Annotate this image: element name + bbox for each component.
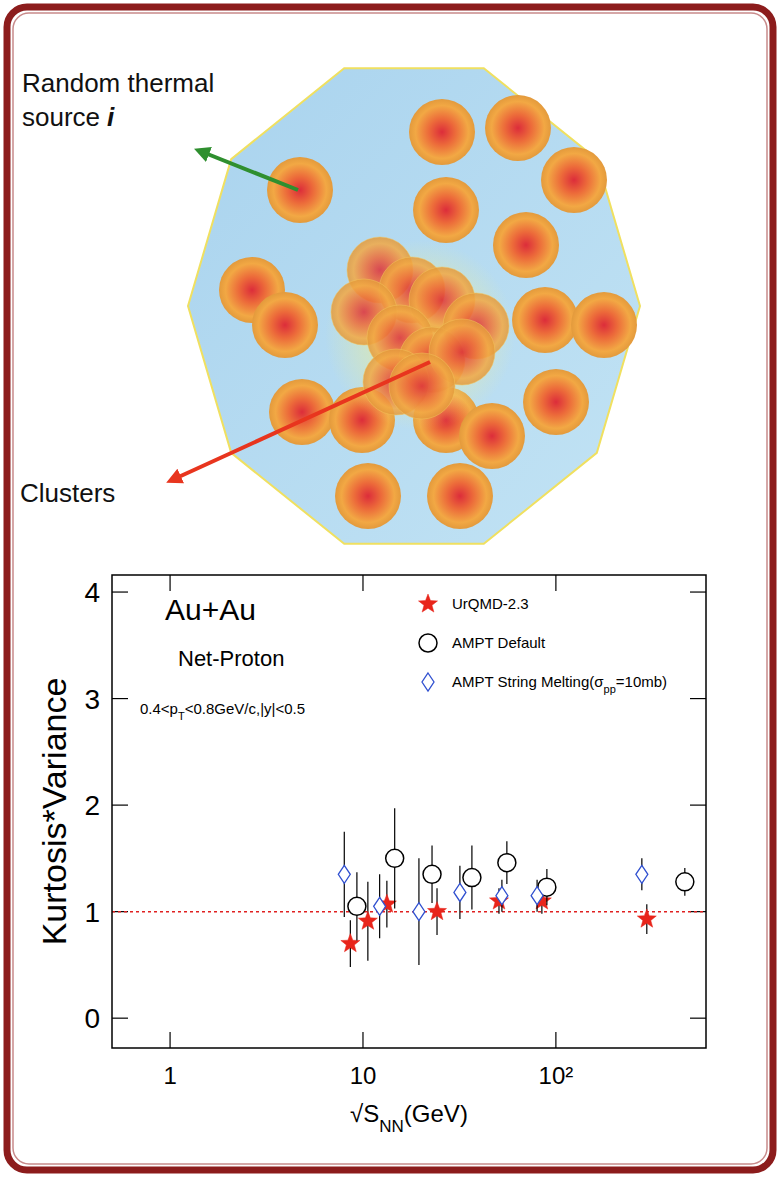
data-layer (338, 808, 694, 967)
y-tick-label: 2 (84, 790, 100, 821)
thermal-source (485, 95, 551, 161)
y-tick-label: 3 (84, 684, 100, 715)
x-tick-label: 1 (163, 1062, 176, 1089)
data-point (338, 865, 350, 883)
y-tick-label: 4 (84, 577, 100, 608)
y-tick (112, 1018, 128, 1019)
legend-label: AMPT Default (452, 634, 546, 651)
source-label: sourcei (22, 102, 115, 132)
x-tick-label: 10 (350, 1062, 377, 1089)
x-tick-top (362, 575, 363, 591)
chart-title: Au+Au (165, 593, 256, 626)
y-tick (112, 591, 128, 592)
collision-region (188, 68, 640, 544)
y-tick-right (690, 591, 706, 592)
source-index: i (107, 102, 115, 132)
thermal-source (523, 369, 589, 435)
y-axis-title: Kurtosis*Variance (35, 678, 73, 946)
y-tick (112, 805, 128, 806)
thermal-source (427, 463, 493, 529)
data-point (428, 902, 447, 920)
page: Random thermal sourcei Clusters 1 10 10² 0 1 2 3 4… (0, 0, 780, 1177)
data-point (498, 854, 516, 872)
series (341, 881, 656, 967)
label-part: =10mb) (616, 673, 667, 690)
label-part: AMPT String Melting(σ (452, 673, 604, 690)
thermal-source (413, 177, 479, 243)
thermal-source (335, 463, 401, 529)
thermal-source (409, 99, 475, 165)
x-tick (169, 1032, 170, 1048)
source-label-word: source (22, 102, 100, 132)
legend-marker (422, 673, 434, 691)
source-label: Random thermal (22, 68, 214, 98)
cluster-arrow (172, 362, 430, 480)
legend-marker (418, 594, 437, 612)
annotation: 0.4<pT<0.8GeV/c,|y|<0.5 (140, 700, 305, 722)
thermal-source (252, 292, 318, 358)
diagram: Random thermal sourcei Clusters (20, 68, 640, 544)
data-point (423, 865, 441, 883)
chart: 1 10 10² 0 1 2 3 4 Kurtosis*Variance √SNN(GeV) Au+… (35, 575, 706, 1136)
y-tick-right (690, 698, 706, 699)
x-tick-top (555, 575, 556, 591)
data-point (386, 849, 404, 867)
data-point (413, 903, 425, 921)
thermal-source (267, 157, 333, 223)
label-subscript: NN (379, 1117, 404, 1136)
legend: UrQMD-2.3 AMPT Default AMPT String Melting… (418, 594, 667, 695)
data-point (636, 865, 648, 883)
y-tick-label: 0 (84, 1003, 100, 1034)
y-tick-label: 1 (84, 897, 100, 928)
inner-frame (13, 13, 767, 1164)
data-point (374, 897, 386, 915)
thermal-source (493, 212, 559, 278)
x-tick (362, 1032, 363, 1048)
outer-frame (7, 7, 773, 1170)
x-tick-label: 10² (539, 1062, 574, 1089)
legend-marker (419, 634, 437, 652)
legend-label: UrQMD-2.3 (452, 595, 529, 612)
y-tick (112, 698, 128, 699)
series (338, 832, 648, 965)
series (348, 808, 694, 940)
y-tick-right (690, 911, 706, 912)
plot-frame (112, 575, 706, 1048)
cluster-source (389, 353, 455, 419)
data-point (531, 887, 543, 905)
legend-label: AMPT String Melting(σpp=10mb) (452, 673, 667, 695)
y-tick-right (690, 805, 706, 806)
x-axis-title: √SNN(GeV) (350, 1100, 468, 1136)
label-part: (GeV) (404, 1100, 468, 1127)
label-part: 0.4<p (140, 700, 178, 717)
chart-subtitle: Net-Proton (178, 646, 284, 671)
data-point (496, 887, 508, 905)
y-tick-right (690, 1018, 706, 1019)
thermal-source (512, 287, 578, 353)
label-subscript: pp (604, 683, 616, 695)
label-part: <0.8GeV/c,|y|<0.5 (185, 700, 305, 717)
thermal-source (541, 147, 607, 213)
x-tick-top (169, 575, 170, 591)
data-point (637, 909, 656, 927)
data-point (348, 897, 366, 915)
plot-area (112, 575, 706, 1048)
data-point (454, 883, 466, 901)
data-point (463, 869, 481, 887)
cluster-label: Clusters (20, 478, 115, 508)
thermal-source (571, 292, 637, 358)
x-tick (555, 1032, 556, 1048)
data-point (676, 873, 694, 891)
reference-line (112, 911, 706, 913)
source-arrow (200, 151, 298, 190)
label-part: √S (350, 1100, 379, 1127)
